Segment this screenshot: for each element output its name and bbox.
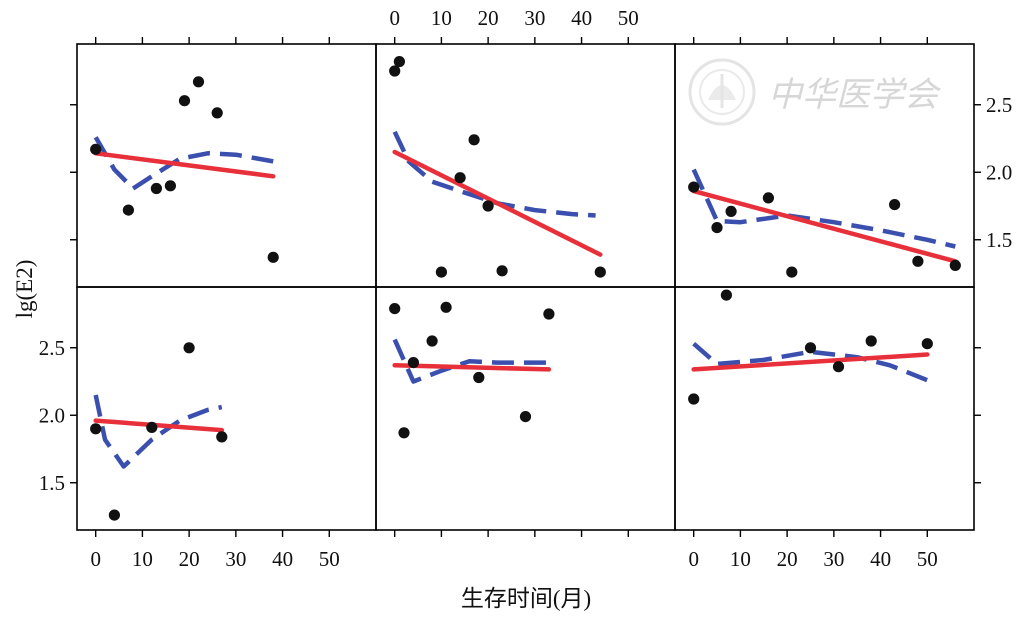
smooth-curve [692, 342, 929, 383]
data-point [688, 393, 700, 405]
x-tick-label: 30 [225, 547, 246, 571]
panel-frame [375, 286, 676, 531]
data-point [912, 255, 924, 267]
data-point [192, 76, 205, 88]
x-tick-label: 0 [90, 547, 101, 571]
x-tick-label: 0 [688, 547, 699, 571]
data-point [454, 172, 466, 184]
data-point [393, 56, 405, 68]
data-point [440, 301, 452, 313]
data-point [398, 427, 410, 439]
data-point [426, 335, 438, 347]
linear-fit-line [691, 188, 958, 264]
data-point [389, 303, 401, 315]
data-point [468, 134, 480, 146]
linear-fit-line [691, 352, 930, 372]
x-tick-label: 20 [777, 547, 798, 571]
x-tick-label: 40 [870, 547, 891, 571]
data-point [725, 205, 737, 217]
data-point [146, 421, 158, 433]
data-point [720, 289, 733, 301]
data-point [762, 192, 775, 204]
x-axis-title: 生存时间(月) [461, 586, 591, 611]
data-point [949, 259, 961, 271]
data-point [473, 371, 485, 384]
watermark-text: 中华医学会 [768, 77, 942, 114]
x-tick-label: 30 [524, 6, 545, 30]
data-point [889, 199, 901, 211]
x-tick-label: 20 [478, 6, 499, 30]
panel-1 [76, 43, 377, 288]
y-tick-label: 2.0 [39, 403, 65, 427]
data-point [865, 335, 877, 347]
data-point [519, 411, 532, 423]
y-tick-label: 2.5 [986, 93, 1012, 117]
linear-fit-line [93, 151, 276, 179]
x-tick-label: 20 [179, 547, 200, 571]
panel-frame [674, 286, 975, 531]
panel-4 [76, 286, 377, 531]
society-seal-icon [688, 58, 756, 126]
data-point [688, 181, 700, 193]
panel-2 [375, 43, 676, 288]
data-point [389, 65, 401, 77]
data-point [832, 361, 845, 373]
linear-fit-line [392, 363, 552, 372]
data-point [496, 265, 508, 277]
y-tick-label: 1.5 [986, 228, 1012, 252]
smooth-curve [93, 394, 223, 469]
smooth-curve [93, 136, 274, 191]
data-point [407, 357, 419, 369]
x-tick-label: 30 [823, 547, 844, 571]
watermark: 中华医学会 [688, 58, 942, 126]
data-point [482, 200, 494, 212]
x-tick-label: 10 [431, 6, 452, 30]
x-tick-label: 10 [730, 547, 751, 571]
linear-fit-line [93, 418, 225, 433]
axes: 0 10 20 30 40 50 0 10 20 30 40 50 0 10 20 30 40 50 1.5 2.0 2… [39, 6, 1013, 571]
panel-frame [76, 43, 377, 288]
y-axis-title: lg(E2) [12, 260, 37, 319]
data-point [183, 342, 195, 354]
panel-6 [674, 286, 975, 531]
data-point [921, 338, 933, 350]
y-tick-label: 2.0 [986, 160, 1012, 184]
data-point [178, 95, 191, 107]
smooth-curve [691, 168, 956, 249]
panel-5 [375, 286, 676, 531]
data-point [211, 107, 223, 119]
x-tick-label: 40 [571, 6, 592, 30]
panel-grid [76, 43, 975, 531]
data-point [216, 431, 228, 443]
y-tick-label: 2.5 [39, 336, 65, 360]
x-tick-label: 50 [319, 547, 340, 571]
data-point [108, 509, 120, 521]
data-point [90, 423, 102, 435]
data-point [90, 143, 102, 155]
panel-frame [76, 286, 377, 531]
data-point [150, 182, 162, 195]
data-point [267, 251, 279, 263]
data-point [786, 266, 798, 278]
smooth-curve [392, 338, 549, 384]
x-tick-label: 10 [132, 547, 153, 571]
smooth-curve [392, 130, 596, 218]
data-point [594, 266, 606, 278]
data-point [711, 222, 723, 234]
data-point [543, 308, 555, 320]
x-tick-label: 50 [618, 6, 639, 30]
data-point [164, 180, 176, 192]
data-point [122, 204, 134, 216]
linear-fit-line [392, 149, 603, 257]
x-tick-label: 50 [917, 547, 938, 571]
x-tick-label: 40 [272, 547, 293, 571]
y-tick-label: 1.5 [39, 471, 65, 495]
data-point [435, 266, 447, 278]
data-point [804, 342, 817, 354]
x-tick-label: 0 [389, 6, 400, 30]
